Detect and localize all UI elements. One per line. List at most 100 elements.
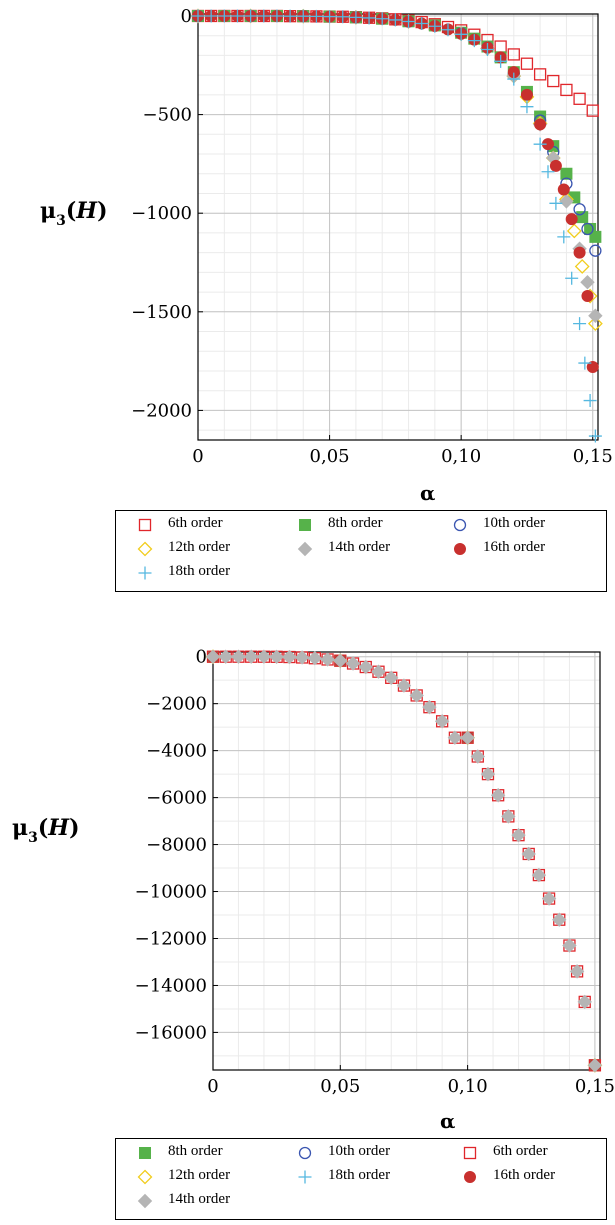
data-point: [557, 230, 571, 244]
data-point: [581, 290, 594, 303]
data-point: [256, 649, 272, 664]
data-point: [566, 223, 582, 239]
data-point: [565, 213, 578, 226]
data-point: [531, 867, 547, 883]
data-point: [396, 678, 412, 693]
data-point: [205, 649, 221, 664]
x-axis-label: α: [420, 481, 436, 505]
legend-label: 12th order: [168, 1167, 231, 1183]
y-tick-label: −12000: [135, 928, 207, 949]
data-point: [323, 10, 337, 24]
x-tick-label: 0,10: [448, 1076, 488, 1097]
data-point: [269, 649, 284, 665]
series-6th-order: [206, 650, 602, 1072]
data-point: [573, 203, 586, 216]
legend-marker: [138, 518, 152, 532]
data-point: [586, 104, 599, 117]
data-point: [470, 749, 485, 764]
y-tick-label: −10000: [135, 882, 207, 903]
data-point: [573, 246, 586, 259]
data-point: [588, 429, 602, 443]
data-point: [218, 649, 233, 664]
series-16th-order: [192, 9, 599, 374]
series-16th-order: [207, 650, 601, 1072]
legend-marker: [454, 543, 466, 555]
data-point: [587, 1058, 603, 1073]
data-point: [294, 650, 310, 665]
y-tick-label: −6000: [146, 788, 207, 809]
legend-label: 16th order: [493, 1167, 556, 1183]
data-point: [307, 651, 323, 666]
data-point: [428, 19, 442, 33]
legend-label: 10th order: [483, 515, 546, 531]
series-14th-order: [205, 649, 603, 1073]
data-point: [409, 688, 424, 703]
data-point: [569, 964, 585, 979]
data-point: [520, 88, 533, 101]
data-point: [388, 13, 402, 27]
data-point: [244, 9, 258, 23]
data-point: [309, 9, 323, 23]
series-18th-order: [191, 9, 602, 443]
legend-label: 14th order: [168, 1191, 231, 1207]
data-point: [549, 159, 562, 172]
data-point: [507, 72, 521, 86]
plot-area-bottom: 0 0,05 0,10 0,15 0 −2000 −4000 −6000 −8000 −10000…: [135, 647, 615, 1097]
data-point: [560, 167, 573, 180]
data-point: [534, 118, 547, 131]
legend-bottom: 8th order 10th order 6th order 12th order 18…: [115, 1138, 607, 1220]
legend-marker: [137, 1169, 153, 1185]
data-point: [576, 211, 589, 224]
legend-marker: [298, 1146, 312, 1160]
data-point: [415, 16, 429, 30]
data-point: [533, 68, 547, 81]
legend-marker: [139, 1147, 151, 1159]
data-point: [494, 54, 508, 68]
data-point: [447, 730, 463, 745]
data-point: [501, 809, 516, 824]
data-point: [541, 891, 557, 906]
legend-marker: [297, 541, 313, 557]
y-tick-label: −500: [143, 105, 192, 126]
data-point: [490, 788, 506, 803]
data-point: [230, 9, 244, 23]
data-point: [580, 275, 595, 290]
data-point: [549, 196, 563, 210]
y-tick-label: 0: [196, 647, 207, 668]
data-point: [283, 9, 297, 23]
legend-label: 6th order: [168, 515, 223, 531]
data-point: [573, 92, 586, 105]
data-point: [560, 83, 573, 97]
data-point: [541, 165, 555, 179]
legend-label: 8th order: [168, 1143, 223, 1159]
data-point: [559, 194, 574, 209]
legend-marker: [137, 541, 153, 557]
x-axis-label: α: [440, 1109, 456, 1133]
y-tick-label: −14000: [135, 975, 207, 996]
y-axis-label: μ3(H): [12, 815, 80, 846]
grid: [197, 14, 598, 440]
x-tick-label: 0,05: [310, 446, 350, 467]
data-point: [480, 43, 494, 56]
legend-label: 6th order: [493, 1143, 548, 1159]
data-point: [583, 394, 597, 408]
data-point: [578, 356, 592, 370]
y-tick-label: −8000: [146, 835, 207, 856]
data-point: [371, 664, 386, 679]
chart-bottom: μ3(H) 0 0,05 0,10 0,15 0 −2000 −4000 −6000 −8000…: [0, 600, 615, 1225]
data-point: [547, 74, 560, 88]
x-tick-label: 0,15: [573, 446, 613, 467]
data-point: [467, 34, 481, 48]
data-point: [507, 48, 520, 61]
chart-top: μ3(H) 0 0,05 0,10 0,15 0 −500 −1000 −1500 −2000 …: [0, 0, 615, 600]
data-point: [204, 9, 218, 23]
data-point: [520, 100, 534, 114]
series-10th-order: [206, 650, 602, 1072]
y-tick-label: −16000: [135, 1022, 207, 1043]
data-point: [460, 730, 475, 745]
data-point: [520, 57, 534, 70]
plot-frame: [197, 13, 599, 441]
y-axis-label: μ3(H): [40, 198, 108, 229]
x-tick-label: 0,05: [320, 1076, 360, 1097]
x-tick-label: 0,10: [441, 446, 481, 467]
